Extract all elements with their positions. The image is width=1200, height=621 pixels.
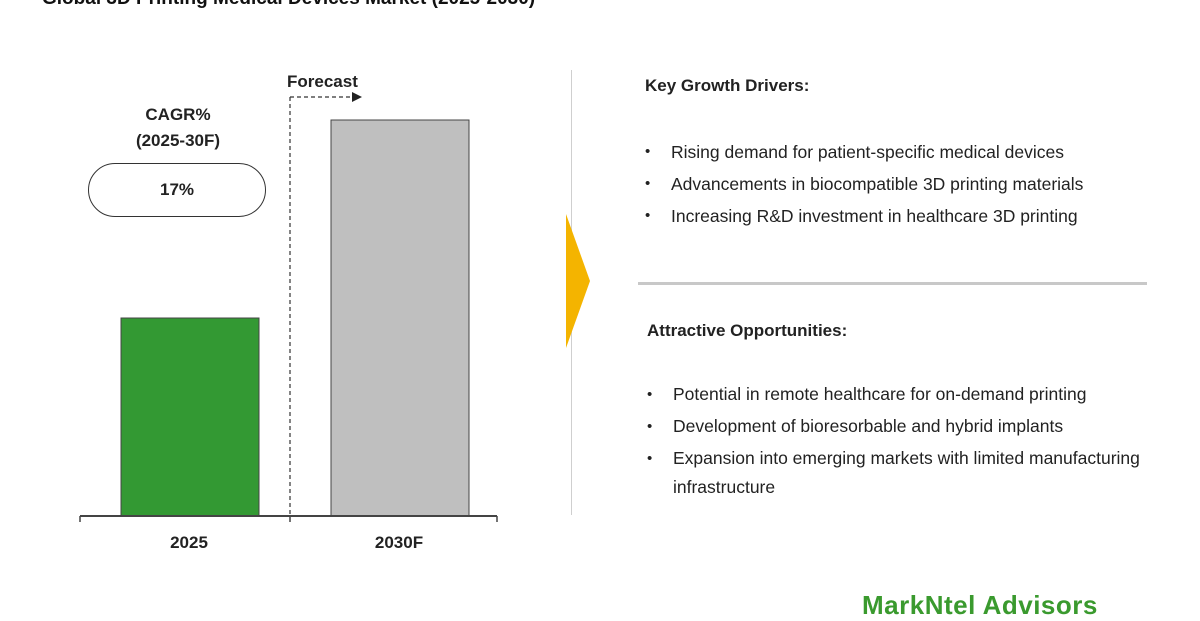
cagr-value: 17% xyxy=(159,180,195,199)
opportunity-item: Development of bioresorbable and hybrid … xyxy=(647,412,1177,441)
driver-item: Rising demand for patient-specific medic… xyxy=(645,136,1165,168)
opportunity-item: Expansion into emerging markets with lim… xyxy=(647,444,1177,502)
horizontal-divider xyxy=(638,282,1147,285)
bar-chart: 2025 2030F xyxy=(79,92,498,552)
chart-title: Global 3D Printing Medical Devices Marke… xyxy=(42,0,535,10)
chevron-right-icon xyxy=(566,214,590,348)
bar-2030F xyxy=(330,119,470,517)
cagr-label: CAGR% (2025-30F) xyxy=(88,102,268,154)
opportunities-title: Attractive Opportunities: xyxy=(647,321,848,340)
cagr-label-line1: CAGR% xyxy=(145,105,211,124)
opportunity-item: Potential in remote healthcare for on-de… xyxy=(647,380,1177,409)
forecast-arrow-icon xyxy=(352,92,362,102)
brand-logo: MarkNtel Advisors xyxy=(862,590,1098,620)
opportunities-list: Potential in remote healthcare for on-de… xyxy=(647,380,1177,505)
cagr-value-pill: 17% xyxy=(88,163,266,217)
x-tick-label: 2025 xyxy=(170,533,208,552)
forecast-label: Forecast xyxy=(287,72,358,91)
drivers-list: Rising demand for patient-specific medic… xyxy=(645,136,1165,232)
x-tick-label: 2030F xyxy=(375,533,423,552)
cagr-label-line2: (2025-30F) xyxy=(135,131,221,150)
drivers-title: Key Growth Drivers: xyxy=(645,76,810,95)
driver-item: Advancements in biocompatible 3D printin… xyxy=(645,168,1165,200)
driver-item: Increasing R&D investment in healthcare … xyxy=(645,200,1165,232)
bar-2025 xyxy=(120,317,260,517)
